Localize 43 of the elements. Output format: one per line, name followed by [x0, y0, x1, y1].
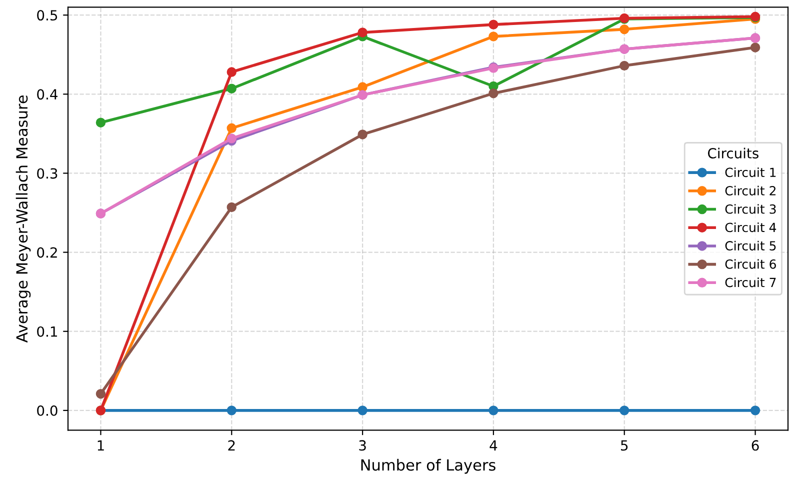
- y-axis-title: Average Meyer-Wallach Measure: [16, 95, 31, 343]
- y-tick-label: 0.2: [37, 247, 57, 258]
- x-tick-label: 4: [490, 440, 498, 450]
- legend-label: Circuit 6: [725, 259, 776, 269]
- legend-title: Circuits: [708, 148, 758, 158]
- point: [488, 32, 498, 42]
- point: [620, 406, 630, 416]
- x-tick-label: 6: [752, 440, 759, 451]
- y-tick-label: 0.5: [37, 10, 58, 21]
- legend-label: Circuit 4: [725, 222, 776, 232]
- point: [358, 406, 368, 416]
- legend-label: Circuit 5: [725, 240, 776, 251]
- point: [750, 406, 760, 416]
- legend-label: Circuit 2: [725, 186, 776, 196]
- x-tick-label: 3: [359, 440, 366, 451]
- point: [226, 123, 236, 134]
- x-tick-label: 2: [228, 440, 235, 450]
- point: [226, 134, 236, 144]
- y-tick-label: 0.1: [37, 326, 57, 337]
- y-tick-label: 0.4: [37, 89, 58, 100]
- x-tick-label: 5: [621, 440, 628, 451]
- point: [226, 84, 236, 94]
- point: [96, 388, 106, 399]
- point: [358, 130, 368, 140]
- legend-label: Circuit 3: [725, 204, 776, 214]
- point: [358, 82, 368, 92]
- x-axis-title: Number of Layers: [361, 458, 496, 474]
- legend-label: Circuit 1: [725, 167, 776, 178]
- point: [488, 406, 498, 416]
- legend-label: Circuit 7: [725, 278, 776, 288]
- y-tick-label: 0.0: [37, 405, 58, 416]
- point: [358, 28, 368, 38]
- point: [488, 88, 498, 98]
- point: [750, 42, 760, 52]
- point: [488, 20, 498, 30]
- point: [620, 24, 630, 34]
- point: [226, 406, 236, 416]
- point: [620, 60, 630, 71]
- point: [226, 202, 236, 212]
- point: [226, 67, 236, 77]
- point: [96, 118, 106, 128]
- y-tick-label: 0.3: [37, 168, 58, 179]
- x-tick-label: 1: [98, 440, 104, 450]
